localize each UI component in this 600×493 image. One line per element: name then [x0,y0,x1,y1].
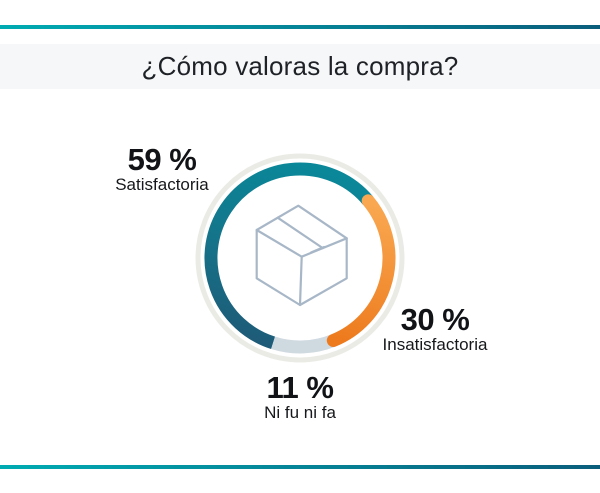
label-block-satisfactoria: 59 % Satisfactoria [62,142,262,194]
label-block-nifunifa: 11 % Ni fu ni fa [200,370,400,422]
segment-arc-insatisfactoria [326,194,396,347]
label-block-insatisfactoria: 30 % Insatisfactoria [335,302,535,354]
segment-arc-satisfactoria [204,162,374,349]
page-title: ¿Cómo valoras la compra? [141,51,459,81]
donut-halo-ring [195,153,405,363]
percent-label-nifunifa: 11 % [266,370,334,405]
segment-label-insatisfactoria: Insatisfactoria [382,335,488,354]
segment-label-satisfactoria: Satisfactoria [115,175,209,194]
package-box-icon [255,204,348,307]
segment-arc-nifunifa [271,334,336,354]
bottom-accent-line [0,465,600,469]
percent-label-insatisfactoria: 30 % [400,302,470,337]
title-bar: ¿Cómo valoras la compra? [0,44,600,89]
segment-label-nifunifa: Ni fu ni fa [264,403,336,422]
percent-label-satisfactoria: 59 % [127,142,197,177]
top-accent-line [0,25,600,29]
